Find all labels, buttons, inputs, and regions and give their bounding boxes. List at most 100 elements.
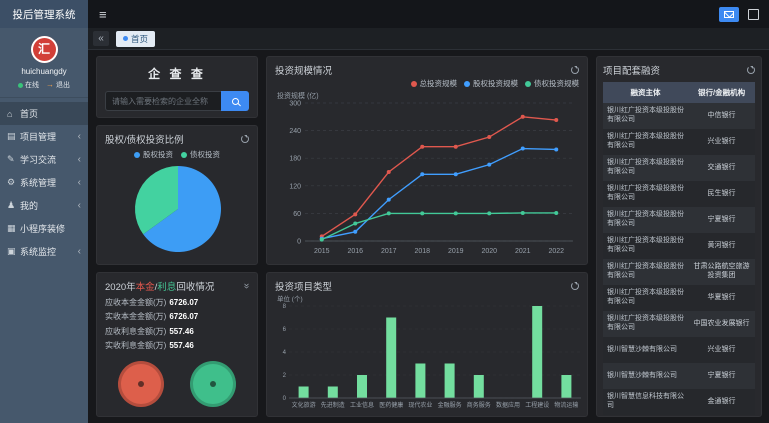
investment-ratio-card: 股权/债权投资比例 股权投资 债权投资	[96, 125, 258, 265]
search-button[interactable]	[221, 91, 249, 111]
table-header-row: 融资主体 银行/金融机构	[603, 82, 755, 103]
principal-gauge	[118, 361, 164, 407]
legend-label: 债权投资规模	[534, 79, 579, 88]
legend-item[interactable]: 股权投资	[134, 149, 173, 160]
gear-icon: ⚙	[7, 177, 16, 187]
topbar-actions	[719, 6, 769, 22]
company-search-input[interactable]	[105, 91, 221, 111]
recovery-gauges	[105, 361, 249, 407]
svg-text:先进制造: 先进制造	[321, 401, 345, 409]
financing-entity-cell: 银川红广投资本级投股份有限公司	[607, 237, 684, 253]
table-row: 银川红广投资本级投股份有限公司 民生银行	[603, 181, 755, 207]
svg-text:物流运输: 物流运输	[554, 401, 578, 409]
table-row: 银川红广投资本级投股份有限公司 兴业银行	[603, 129, 755, 155]
financing-entity-cell: 银川红广投资本级投股份有限公司	[607, 315, 684, 331]
card-title: 投资规模情况	[275, 66, 333, 77]
sidebar-item-projects[interactable]: ▤ 项目管理 ‹	[0, 125, 88, 148]
recovery-stat: 应收利息金额(万) 557.46	[105, 326, 249, 337]
recovery-stat: 实收本金金额(万) 6726.07	[105, 311, 249, 322]
line-legend: 总投资规模 股权投资规模 债权投资规模	[275, 78, 579, 89]
investment-scale-card: 投资规模情况 总投资规模 股权投资规模 债权投资规模 0 60 120 180 240 300…	[266, 56, 588, 265]
sidebar-item-label: 系统管理	[20, 178, 57, 188]
home-icon: ⌂	[7, 108, 13, 119]
table-column-header: 银行/金融机构	[688, 82, 755, 103]
recovery-card: 2020年本金/利息回收情况 » 应收本金金额(万) 6726.07 实收本金金额(…	[96, 272, 258, 417]
svg-text:2021: 2021	[515, 248, 531, 255]
legend-item[interactable]: 债权投资规模	[525, 78, 579, 89]
table-row: 银川红广投资本级投股份有限公司 甘肃公路航空旅游投资集团	[603, 259, 755, 285]
collapse-tabs-icon[interactable]: «	[93, 31, 109, 46]
company-search-row	[105, 91, 249, 111]
table-row: 银川智慧信息科技有限公司 金通银行	[603, 389, 755, 415]
legend-item[interactable]: 总投资规模	[410, 78, 457, 89]
grid-icon: ▦	[7, 223, 16, 233]
refresh-icon[interactable]	[571, 66, 579, 74]
sidebar: 汇 huichuangdy 在线 → 退出 ⌂ 首页 ▤ 项目管理 ‹ ✎ 学习交流 ‹ ⚙ 系统…	[0, 28, 88, 423]
table-row: 银川红广投资本级投股份有限公司 中信银行	[603, 103, 755, 129]
fullscreen-icon[interactable]	[748, 8, 759, 20]
online-status-dot	[18, 82, 23, 88]
sidebar-item-learning[interactable]: ✎ 学习交流 ‹	[0, 148, 88, 171]
svg-text:商务服务: 商务服务	[467, 401, 491, 409]
sidebar-item-label: 学习交流	[20, 155, 57, 165]
refresh-icon[interactable]	[241, 135, 249, 143]
tab-home[interactable]: 首页	[116, 30, 156, 47]
recovery-stat-value: 6726.07	[169, 297, 199, 307]
financing-entity-cell: 银川智慧沙棘有限公司	[607, 371, 677, 379]
mail-icon[interactable]	[719, 6, 739, 22]
legend-dot	[464, 80, 470, 87]
refresh-icon[interactable]	[571, 282, 579, 290]
financing-entity-cell: 银川红广投资本级投股份有限公司	[607, 107, 684, 123]
svg-text:数据应用: 数据应用	[496, 401, 520, 409]
refresh-icon[interactable]	[747, 66, 755, 74]
legend-item[interactable]: 债权投资	[181, 149, 220, 160]
pie-legend: 股权投资 债权投资	[105, 149, 249, 160]
bank-cell: 华夏银行	[707, 293, 736, 301]
main-content: 企 查 查 股权/债权投资比例 股权投资 债权投资 2020年本金/利息回收情况 …	[88, 50, 769, 423]
logout-button[interactable]: 退出	[56, 82, 70, 89]
bank-cell: 中信银行	[707, 111, 736, 119]
online-label: 在线	[25, 82, 39, 89]
user-icon: ♟	[7, 200, 16, 210]
expand-icon[interactable]: »	[241, 283, 253, 289]
sidebar-item-label: 小程序装修	[20, 224, 66, 234]
chevron-left-icon: ‹	[77, 130, 81, 142]
recovery-stat-value: 6726.07	[169, 312, 199, 321]
sidebar-item-miniapp[interactable]: ▦ 小程序装修	[0, 217, 88, 240]
search-icon	[231, 97, 239, 105]
svg-text:投资规模 (亿): 投资规模 (亿)	[277, 91, 319, 100]
svg-text:180: 180	[289, 156, 301, 163]
active-tab-dot	[123, 36, 128, 41]
sidebar-item-label: 我的	[20, 201, 39, 211]
sidebar-item-monitor[interactable]: ▣ 系统监控 ‹	[0, 240, 88, 263]
financing-entity-cell: 银川智慧信息科技有限公司	[607, 393, 684, 409]
topbar: 投后管理系统 ≡	[0, 0, 769, 28]
svg-text:文化旅游: 文化旅游	[292, 401, 316, 409]
svg-text:6: 6	[283, 327, 287, 333]
book-icon: ✎	[7, 154, 15, 164]
svg-text:工业信息: 工业信息	[350, 401, 374, 409]
qichacha-card: 企 查 查	[96, 56, 258, 118]
app-title: 投后管理系统	[0, 0, 88, 28]
recovery-stat-label: 应收本金金额(万)	[105, 297, 167, 307]
svg-text:金融服务: 金融服务	[438, 401, 462, 409]
table-row: 银川红广投资本级投股份有限公司 中国农业发展银行	[603, 311, 755, 337]
sidebar-item-system[interactable]: ⚙ 系统管理 ‹	[0, 171, 88, 194]
hamburger-menu-icon[interactable]: ≡	[99, 6, 107, 22]
svg-text:120: 120	[289, 183, 301, 190]
legend-item[interactable]: 股权投资规模	[464, 78, 518, 89]
bank-cell: 交通银行	[707, 163, 736, 171]
sidebar-item-home[interactable]: ⌂ 首页	[0, 102, 88, 125]
user-status-row: 在线 → 退出	[4, 80, 84, 90]
sidebar-item-mine[interactable]: ♟ 我的 ‹	[0, 194, 88, 217]
table-column-header: 融资主体	[603, 82, 689, 103]
chevron-left-icon: ‹	[77, 245, 81, 257]
svg-text:8: 8	[283, 304, 287, 310]
legend-label: 股权投资	[143, 150, 173, 159]
svg-text:60: 60	[293, 211, 301, 218]
pie-chart	[135, 166, 221, 252]
open-tabs: 首页	[116, 30, 156, 47]
card-title: 股权/债权投资比例	[105, 135, 184, 146]
legend-dot	[181, 151, 187, 158]
bank-cell: 宁夏银行	[707, 371, 736, 379]
